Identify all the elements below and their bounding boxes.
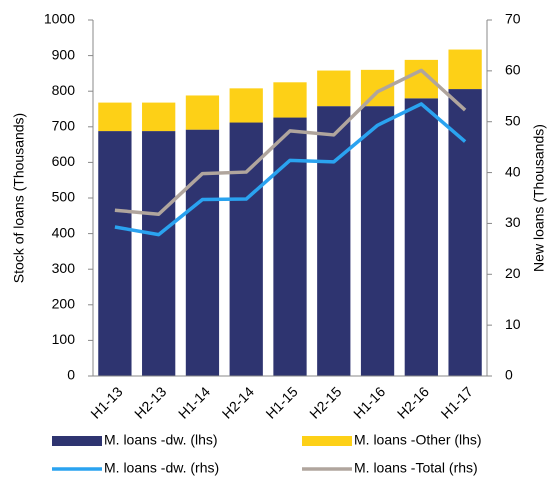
- bar: [273, 82, 307, 118]
- bar: [142, 131, 176, 376]
- x-tick-label: H2-14: [219, 383, 257, 421]
- bar: [317, 106, 351, 376]
- y2-tick-label: 40: [505, 163, 521, 179]
- y2-tick-label: 30: [505, 214, 521, 230]
- bar: [98, 102, 132, 132]
- legend-swatch: [52, 436, 102, 446]
- y2-tick-label: 70: [505, 11, 521, 27]
- y-tick-label: 600: [52, 153, 76, 169]
- y-tick-label: 300: [52, 260, 76, 276]
- y-tick-label: 0: [67, 367, 75, 383]
- y-tick-label: 400: [52, 224, 76, 240]
- bar: [360, 69, 395, 107]
- y-tick-label: 500: [52, 189, 76, 205]
- y-tick-label: 200: [52, 296, 76, 312]
- x-tick-label: H1-13: [87, 383, 125, 421]
- legend-label: M. loans -Other (lhs): [354, 432, 482, 448]
- line: [114, 68, 467, 217]
- y2-tick-label: 10: [505, 316, 521, 332]
- y-tick-label: 700: [52, 118, 76, 134]
- bar: [404, 98, 438, 376]
- x-tick-label: H2-13: [131, 383, 169, 421]
- y2-tick-label: 20: [505, 265, 521, 281]
- y-tick-label: 800: [52, 82, 76, 98]
- legend-label: M. loans -dw. (lhs): [104, 432, 218, 448]
- bar: [360, 106, 395, 376]
- legend-label: M. loans -dw. (rhs): [104, 460, 219, 476]
- y2-axis-title: New loans (Thousands): [531, 124, 547, 272]
- bar: [317, 70, 351, 107]
- bar: [229, 122, 263, 376]
- bar: [229, 88, 263, 123]
- legend-label: M. loans -Total (rhs): [354, 460, 478, 476]
- bar: [185, 129, 220, 376]
- x-tick-label: H2-16: [394, 383, 432, 421]
- x-tick-label: H1-16: [350, 383, 388, 421]
- x-tick-label: H1-15: [262, 383, 300, 421]
- y2-tick-label: 0: [505, 367, 513, 383]
- bar: [273, 117, 307, 376]
- line: [114, 102, 467, 237]
- y-tick-label: 900: [52, 46, 76, 62]
- x-tick-label: H2-15: [306, 383, 344, 421]
- bar: [142, 102, 176, 132]
- y-tick-label: 1000: [44, 11, 75, 27]
- x-tick-label: H1-14: [175, 383, 213, 421]
- y-axis-title: Stock of loans (Thousands): [11, 113, 27, 283]
- bar: [448, 89, 482, 377]
- bar: [185, 95, 220, 130]
- legend-swatch: [302, 436, 352, 446]
- bar: [448, 49, 482, 90]
- bar: [98, 131, 132, 376]
- y2-tick-label: 60: [505, 62, 521, 78]
- y-tick-label: 100: [52, 331, 76, 347]
- x-tick-label: H1-17: [438, 383, 476, 421]
- y2-tick-label: 50: [505, 112, 521, 128]
